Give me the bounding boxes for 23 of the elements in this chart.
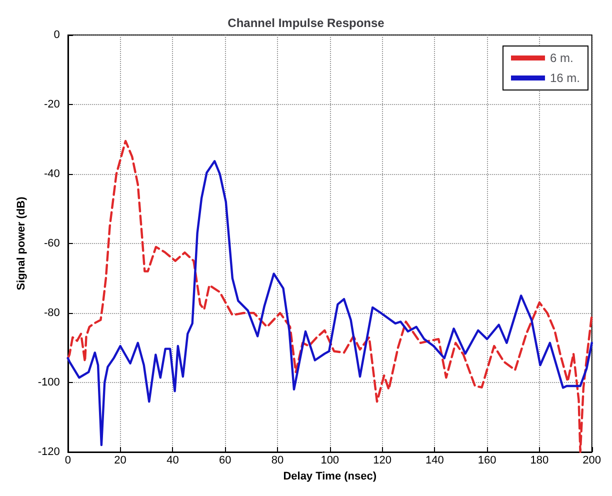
x-tick-label: 140 (425, 454, 444, 466)
chart-title: Channel Impulse Response (228, 16, 385, 30)
x-tick-label: 80 (271, 454, 284, 466)
x-tick-label: 100 (320, 454, 340, 466)
x-tick-label: 60 (218, 454, 232, 466)
x-tick-label: 120 (373, 454, 392, 466)
x-tick-label: 40 (166, 454, 179, 466)
legend-label: 6 m. (550, 51, 574, 65)
y-tick-label: -40 (44, 168, 60, 180)
y-tick-label: -80 (44, 307, 60, 319)
x-tick-label: 180 (530, 454, 549, 466)
x-tick-label: 0 (64, 454, 71, 466)
y-tick-label: -60 (44, 238, 60, 250)
legend-label: 16 m. (550, 71, 580, 85)
y-tick-label: -120 (38, 446, 60, 458)
y-tick-label: -100 (38, 376, 60, 388)
y-tick-label: -20 (44, 98, 60, 110)
x-axis-title: Delay Time (nsec) (283, 470, 377, 482)
y-axis-title: Signal power (dB) (16, 196, 28, 290)
x-tick-label: 160 (478, 454, 496, 466)
x-tick-label: 200 (582, 454, 602, 466)
y-tick-label: 0 (54, 29, 60, 41)
x-tick-label: 20 (114, 454, 126, 466)
